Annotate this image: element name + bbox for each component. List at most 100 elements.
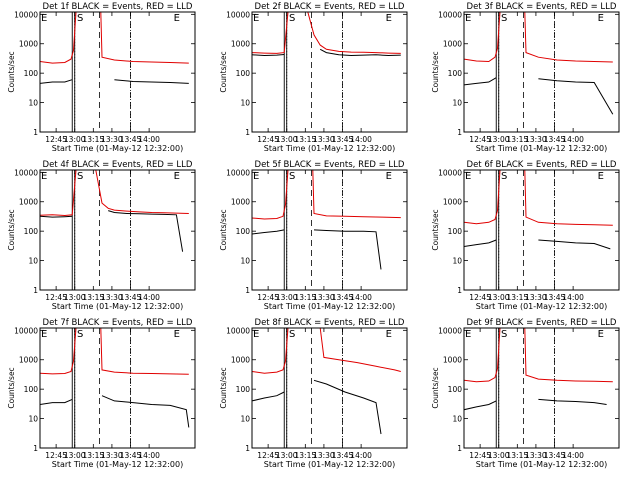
plot-frame [39,11,196,133]
plot-frame [463,327,620,449]
event-marker-label: E [465,13,471,24]
y-tick-label: 1 [457,128,462,137]
event-marker-label: E [386,329,392,340]
x-tick-label: 14:00 [562,135,584,144]
events-series-line [252,379,382,435]
x-tick-label: 13:15 [507,135,529,144]
y-tick-label: 100 [448,385,463,394]
x-tick-label: 13:15 [83,451,105,460]
y-tick-label: 10 [240,257,250,266]
y-tick-label: 100 [448,69,463,78]
x-axis-label: Start Time (01-May-12 12:32:00) [52,144,183,153]
y-axis-label: Counts/sec [7,51,16,92]
x-tick-label: 12:45 [469,135,491,144]
x-axis-label: Start Time (01-May-12 12:32:00) [52,460,183,469]
plot-frame [463,11,620,133]
lld-series-line [464,170,613,226]
chart-panel-5: Det 5f BLACK = Events, RED = LLD 1 10 100 10… [219,160,408,311]
chart-panel-4: Det 4f BLACK = Events, RED = LLD 1 10 100 10… [7,160,196,311]
y-tick-label: 100 [236,385,251,394]
plot-frame [251,11,408,133]
event-marker-label: S [289,171,295,182]
event-marker-label: S [289,13,295,24]
y-tick-label: 100 [448,227,463,236]
x-tick-label: 14:00 [138,451,160,460]
lld-series-line [40,328,189,375]
event-marker-label: S [77,329,83,340]
event-marker-label: S [289,329,295,340]
y-tick-label: 1000 [19,356,38,365]
x-tick-label: 13:45 [332,451,354,460]
y-tick-label: 1 [33,128,38,137]
event-marker-label: E [598,329,604,340]
events-series-line [464,77,614,115]
plot-frame [39,327,196,449]
x-tick-label: 13:45 [120,451,142,460]
events-series-line [464,398,607,411]
y-tick-label: 10000 [14,326,38,335]
chart-title: Det 8f BLACK = Events, RED = LLD [255,318,405,328]
x-tick-label: 13:30 [313,293,335,302]
y-tick-label: 1000 [231,198,250,207]
x-tick-label: 13:15 [295,135,317,144]
x-tick-label: 13:30 [101,135,123,144]
y-tick-label: 100 [24,385,39,394]
x-tick-label: 13:00 [276,135,298,144]
chart-panel-1: Det 1f BLACK = Events, RED = LLD 1 10 100 10… [7,2,196,153]
y-tick-label: 100 [24,227,39,236]
chart-panel-8: Det 8f BLACK = Events, RED = LLD 1 10 100 10… [219,318,408,469]
y-tick-label: 1 [457,444,462,453]
x-tick-label: 13:15 [507,451,529,460]
plot-frame [251,327,408,449]
x-tick-label: 13:30 [525,293,547,302]
y-tick-label: 1 [245,128,250,137]
plot-frame [39,169,196,291]
x-tick-label: 13:45 [120,293,142,302]
y-tick-label: 10 [452,257,462,266]
x-tick-label: 13:15 [83,293,105,302]
event-marker-label: E [253,13,259,24]
y-tick-label: 100 [24,69,39,78]
event-marker-label: E [386,13,392,24]
x-tick-label: 13:00 [276,293,298,302]
y-tick-label: 10 [240,99,250,108]
y-tick-label: 10000 [14,10,38,19]
y-axis-label: Counts/sec [7,209,16,250]
lld-series-line [40,12,189,64]
y-tick-label: 10000 [438,168,462,177]
chart-title: Det 4f BLACK = Events, RED = LLD [43,160,193,170]
y-tick-label: 10 [240,415,250,424]
y-tick-label: 1 [457,286,462,295]
y-tick-label: 1000 [443,40,462,49]
x-tick-label: 13:30 [101,451,123,460]
y-axis-label: Counts/sec [7,367,16,408]
x-tick-label: 13:15 [83,135,105,144]
events-series-line [40,210,184,252]
lld-series-line [40,170,189,217]
x-tick-label: 14:00 [562,293,584,302]
plot-area [252,328,401,448]
x-tick-label: 13:30 [101,293,123,302]
y-tick-label: 10000 [226,326,250,335]
x-tick-label: 12:45 [469,451,491,460]
event-marker-label: E [465,171,471,182]
x-tick-label: 13:45 [120,135,142,144]
x-tick-label: 12:45 [45,451,67,460]
x-tick-label: 13:30 [313,135,335,144]
x-tick-label: 12:45 [45,135,67,144]
x-axis-label: Start Time (01-May-12 12:32:00) [264,302,395,311]
plot-area [464,328,613,448]
y-axis-label: Counts/sec [219,367,228,408]
x-axis-label: Start Time (01-May-12 12:32:00) [52,302,183,311]
y-tick-label: 1000 [443,198,462,207]
chart-panel-3: Det 3f BLACK = Events, RED = LLD 1 10 100 10… [431,2,620,153]
y-tick-label: 10000 [226,168,250,177]
x-tick-label: 13:15 [295,451,317,460]
x-tick-label: 14:00 [138,135,160,144]
y-tick-label: 10 [28,99,38,108]
event-marker-label: S [501,329,507,340]
y-tick-label: 1000 [443,356,462,365]
plot-area [464,12,614,132]
event-marker-label: E [41,329,47,340]
